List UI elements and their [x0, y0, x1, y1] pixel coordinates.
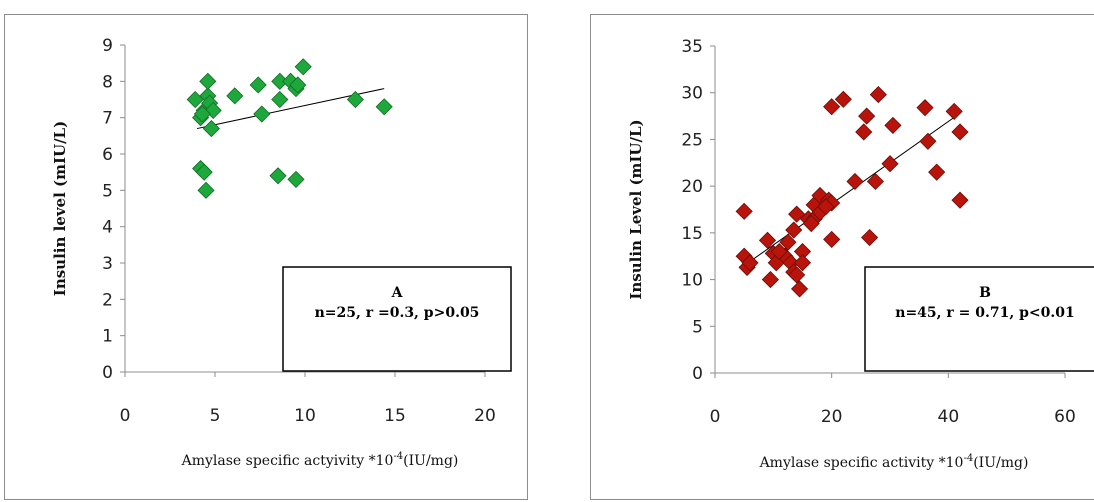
data-point	[375, 98, 393, 116]
x-axis-title-unit: (IU/mg)	[403, 453, 458, 469]
data-point	[249, 76, 267, 94]
data-point	[823, 98, 841, 116]
stats-label: n=25, r =0.3, p>0.05	[315, 305, 480, 321]
data-point	[779, 233, 797, 251]
data-point	[199, 72, 217, 90]
data-point	[186, 90, 204, 109]
data-point	[846, 172, 864, 191]
data-point	[951, 123, 969, 141]
data-point	[866, 172, 884, 191]
data-point	[945, 102, 963, 120]
data-point	[881, 155, 899, 173]
chart-panel-b: 0 5 10 15 20 25 30 35 0 20 40 60 Insulin Level (mIU/…	[590, 14, 1094, 500]
y-tick-label: 4	[102, 218, 113, 238]
y-tick-label: 2	[102, 290, 113, 310]
data-point	[193, 105, 211, 123]
x-tick-label: 40	[938, 407, 960, 427]
x-tick-label: 10	[294, 406, 316, 426]
annotation-box	[282, 266, 512, 372]
data-point	[294, 58, 312, 76]
data-point	[785, 221, 803, 239]
y-tick-label: 20	[681, 177, 703, 197]
data-point	[919, 132, 937, 150]
y-axis-title: Insulin Level (mIU/L)	[627, 119, 645, 299]
data-point	[869, 86, 887, 104]
scatter-chart-a: 0 1 2 3 4 5 6 7 8 9 0 5 10 15 20 Insulin level (mIU/L) A…	[51, 36, 512, 469]
data-point	[741, 254, 759, 272]
data-point	[884, 116, 902, 134]
y-tick-label: 3	[102, 254, 113, 274]
y-tick-label: 25	[681, 130, 703, 150]
y-tick-label: 1	[102, 327, 113, 347]
data-point	[195, 163, 213, 181]
data-point	[770, 242, 788, 261]
x-axis-title: Amylase specific actyivity *10-4(IU/mg)	[181, 451, 459, 469]
x-axis-title-unit: (IU/mg)	[973, 455, 1028, 471]
y-tick-label: 5	[102, 181, 113, 201]
panel-label: A	[391, 285, 404, 301]
y-tick-label: 30	[681, 84, 703, 104]
data-point	[823, 230, 841, 248]
y-tick-label: 15	[681, 224, 703, 244]
y-tick-label: 5	[692, 317, 703, 337]
x-tick-label: 20	[474, 406, 496, 426]
data-point	[202, 120, 220, 138]
y-axis-title: Insulin level (mIU/L)	[51, 121, 69, 296]
chart-panel-a: 0 1 2 3 4 5 6 7 8 9 0 5 10 15 20 Insulin level (mIU/L) A…	[4, 14, 528, 500]
data-point	[858, 107, 876, 125]
x-tick-label: 60	[1054, 407, 1076, 427]
y-tick-label: 10	[681, 271, 703, 291]
data-point	[289, 76, 307, 94]
data-point	[735, 202, 753, 220]
data-point	[271, 90, 289, 109]
data-point	[817, 198, 835, 216]
data-point	[269, 167, 287, 185]
y-tick-label: 7	[102, 109, 113, 129]
y-tick-label: 9	[102, 36, 113, 56]
data-point	[761, 271, 779, 289]
panel-label: B	[979, 285, 991, 301]
data-point	[758, 231, 777, 249]
stats-label: n=45, r = 0.71, p<0.01	[895, 305, 1074, 321]
data-point	[793, 254, 812, 272]
data-point	[802, 214, 820, 233]
data-point	[287, 170, 305, 188]
x-axis-title-exponent: -4	[393, 451, 403, 462]
data-point	[197, 181, 215, 199]
data-point	[861, 228, 879, 247]
data-point	[834, 90, 852, 108]
data-point	[788, 266, 806, 284]
y-tick-label: 35	[681, 37, 703, 57]
data-point	[855, 123, 873, 141]
data-point	[916, 99, 934, 117]
y-tick-label: 8	[102, 72, 113, 92]
y-tick-label: 0	[692, 364, 703, 384]
x-axis-title-main: Amylase specific actyivity *10	[181, 453, 394, 469]
data-point	[928, 163, 946, 181]
data-point	[346, 90, 364, 109]
y-tick-label: 0	[102, 363, 113, 383]
x-tick-label: 15	[384, 406, 406, 426]
x-axis-title: Amylase specific activity *10-4(IU/mg)	[759, 453, 1029, 471]
x-axis-title-main: Amylase specific activity *10	[759, 455, 964, 471]
scatter-chart-b: 0 5 10 15 20 25 30 35 0 20 40 60 Insulin Level (mIU/…	[627, 37, 1094, 471]
y-tick-label: 6	[102, 145, 113, 165]
x-axis-title-exponent: -4	[963, 453, 973, 464]
x-tick-label: 0	[710, 407, 721, 427]
annotation-box	[864, 266, 1094, 372]
x-tick-label: 0	[120, 406, 131, 426]
x-tick-label: 20	[821, 407, 843, 427]
data-point	[226, 87, 244, 105]
data-point	[791, 280, 809, 298]
data-point	[253, 105, 271, 123]
data-point	[951, 191, 969, 209]
x-tick-label: 5	[210, 406, 221, 426]
